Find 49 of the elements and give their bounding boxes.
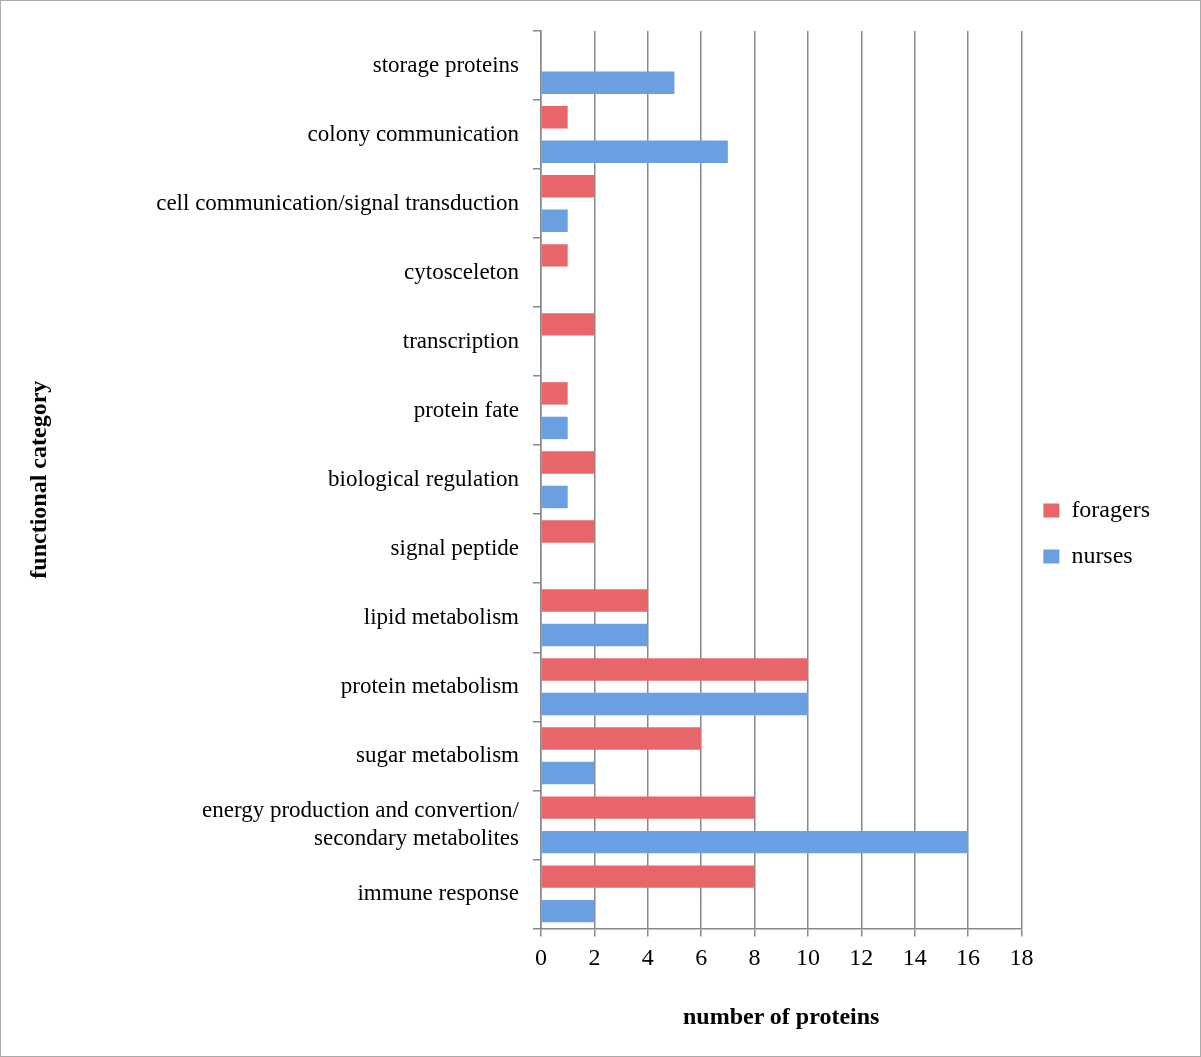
x-tick-label: 4	[641, 944, 654, 971]
legend-label: foragers	[1071, 495, 1150, 522]
bar	[541, 658, 808, 681]
x-tick-label: 10	[795, 944, 820, 971]
bar	[541, 140, 728, 164]
x-tick-label: 8	[748, 944, 761, 971]
x-axis-title: number of proteins	[682, 1002, 880, 1029]
y-tick-label: sugar metabolism	[356, 741, 520, 767]
bar	[541, 209, 568, 233]
bar	[541, 382, 568, 405]
bar	[541, 865, 755, 888]
y-tick-label: protein fate	[413, 396, 519, 422]
bar	[541, 899, 595, 923]
legend-label: nurses	[1071, 541, 1133, 568]
bar	[541, 244, 568, 267]
bar	[541, 106, 568, 129]
y-tick-label: protein metabolism	[340, 672, 520, 698]
x-tick-label: 14	[902, 944, 927, 971]
y-axis-title: functional category	[24, 380, 51, 579]
y-tick-label: cytosceleton	[404, 258, 520, 284]
x-tick-label: 16	[956, 944, 980, 971]
bar	[541, 727, 702, 750]
y-tick-label: energy production and convertion/ secondary metabolites	[201, 797, 520, 850]
x-tick-label: 2	[588, 944, 601, 971]
bar	[541, 830, 968, 854]
bar	[541, 692, 808, 716]
x-tick-label: 0	[535, 944, 547, 971]
y-tick-label: transcription	[402, 327, 520, 353]
y-tick-label: colony communication	[307, 120, 520, 146]
y-tick-label: immune response	[357, 879, 519, 905]
bar	[541, 761, 595, 785]
y-tick-label: signal peptide	[390, 534, 519, 560]
bar	[541, 485, 568, 509]
y-tick-label: biological regulation	[328, 465, 520, 491]
bar	[541, 520, 595, 543]
bar	[541, 623, 648, 647]
bar	[541, 589, 648, 612]
y-tick-label: cell communication/signal transduction	[156, 189, 520, 215]
y-tick-label: lipid metabolism	[363, 603, 520, 629]
x-tick-label: 6	[695, 944, 708, 971]
bar	[541, 175, 595, 198]
x-tick-label: 18	[1009, 944, 1034, 971]
bar	[541, 313, 595, 336]
bar	[541, 416, 568, 440]
bar	[541, 451, 595, 474]
x-tick-label: 12	[849, 944, 874, 971]
bar	[541, 71, 675, 94]
bar	[541, 796, 755, 819]
y-tick-label: storage proteins	[372, 51, 520, 77]
